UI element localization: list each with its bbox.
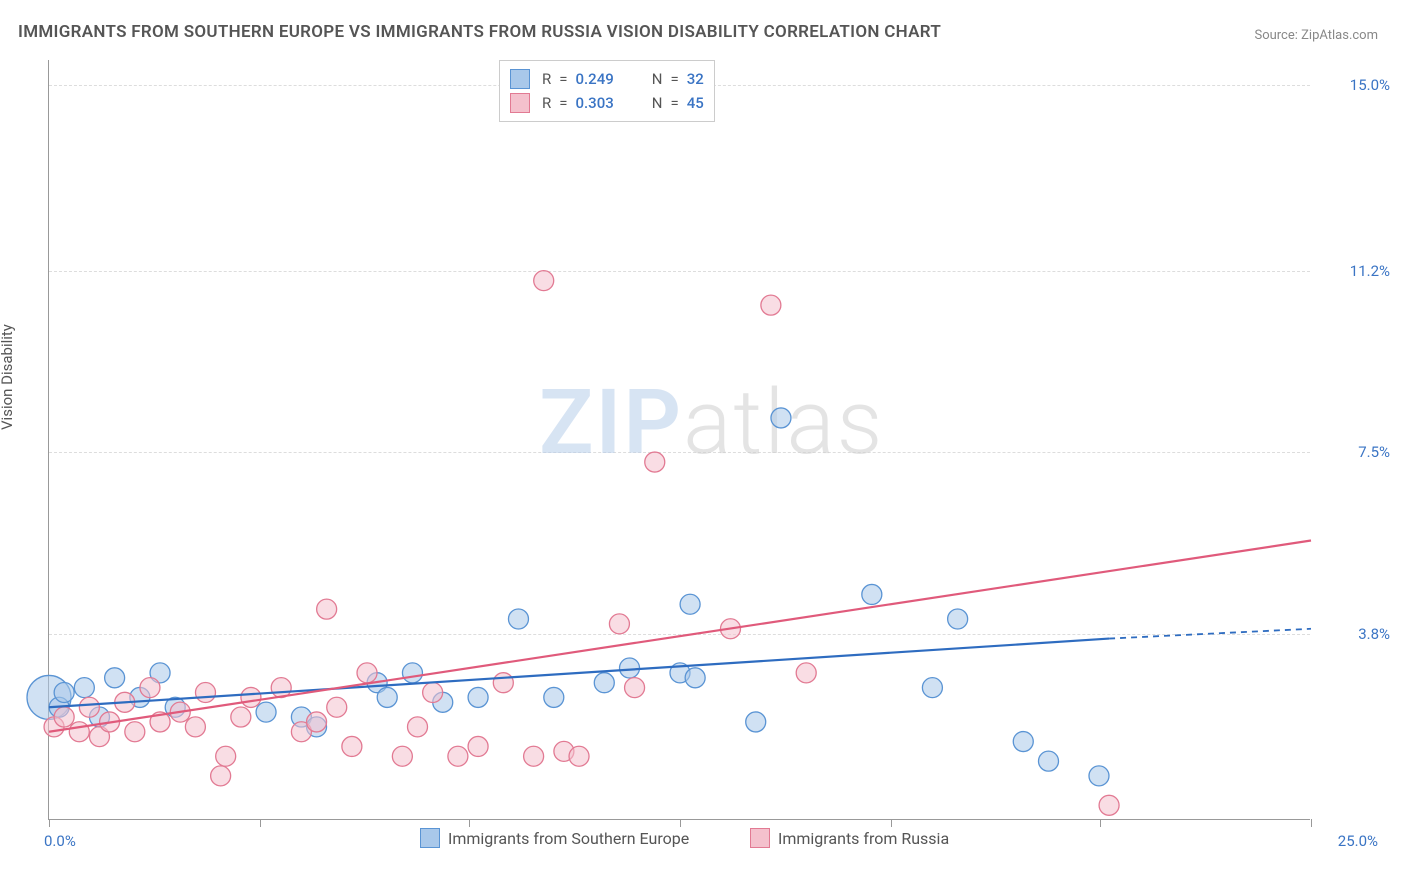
x-axis-min-label: 0.0% [44,832,76,850]
x-tick [469,819,470,827]
scatter-point-series-b [569,746,589,766]
legend-stats-row: R = 0.249 N = 32 [510,67,704,91]
trend-line-extrapolated [1109,629,1311,639]
scatter-point-series-b [609,614,629,634]
scatter-point-series-a [544,687,564,707]
scatter-point-series-b [54,707,74,727]
scatter-point-series-a [620,658,640,678]
legend-swatch [510,93,530,113]
stat-equals: = [670,70,678,88]
scatter-point-series-b [493,673,513,693]
stat-n-label: N [652,94,663,112]
scatter-point-series-a [685,668,705,688]
stat-r-label: R [542,70,551,88]
scatter-point-series-a [54,683,74,703]
legend-series-label: Immigrants from Russia [778,829,949,848]
y-tick-label: 11.2% [1318,262,1390,280]
legend-swatch [510,69,530,89]
legend-series-label: Immigrants from Southern Europe [448,829,689,848]
scatter-point-series-b [79,697,99,717]
scatter-point-series-b [392,746,412,766]
scatter-point-series-b [211,766,231,786]
scatter-point-series-a [746,712,766,732]
stat-equals: = [559,70,567,88]
scatter-point-series-a [377,687,397,707]
scatter-point-series-b [231,707,251,727]
scatter-point-series-b [423,683,443,703]
stat-equals: = [670,94,678,112]
x-tick [1311,819,1312,827]
scatter-point-series-a [508,609,528,629]
trend-line [49,541,1311,732]
scatter-point-series-b [408,717,428,737]
trend-line [49,639,1109,708]
scatter-point-series-b [125,722,145,742]
y-axis-label: Vision Disability [0,324,16,430]
scatter-point-series-b [468,736,488,756]
x-tick [1100,819,1101,827]
legend-swatch [750,828,770,848]
stat-n-value: 32 [687,70,704,88]
scatter-point-series-b [327,697,347,717]
scatter-point-series-a [402,663,422,683]
scatter-point-series-a [862,584,882,604]
scatter-point-series-b [625,678,645,698]
scatter-point-series-b [317,599,337,619]
stat-r-value: 0.303 [575,94,613,112]
x-tick [891,819,892,827]
chart-title: IMMIGRANTS FROM SOUTHERN EUROPE VS IMMIG… [18,22,941,42]
scatter-point-series-a [256,702,276,722]
scatter-point-series-a [594,673,614,693]
scatter-point-series-b [307,712,327,732]
scatter-point-series-b [195,683,215,703]
source-label: Source: ZipAtlas.com [1254,28,1378,43]
scatter-point-series-a [1089,766,1109,786]
plot-area: 3.8%7.5%11.2%15.0% ZIPatlas R=0.249N=32R… [48,60,1310,820]
x-axis-max-label: 25.0% [1338,832,1378,850]
scatter-point-series-b [448,746,468,766]
legend-stats-row: R = 0.303 N = 45 [510,91,704,115]
scatter-point-series-b [342,736,362,756]
y-tick-label: 3.8% [1318,625,1390,643]
scatter-point-series-a [468,687,488,707]
scatter-point-series-b [69,722,89,742]
scatter-point-series-b [761,295,781,315]
scatter-point-series-b [1099,795,1119,815]
y-tick-label: 7.5% [1318,443,1390,461]
scatter-point-series-a [105,668,125,688]
stat-r-value: 0.249 [575,70,613,88]
x-tick [49,819,50,827]
legend-series-item: Immigrants from Russia [750,828,949,848]
scatter-point-series-a [922,678,942,698]
stat-n-label: N [652,70,663,88]
scatter-point-series-b [241,687,261,707]
scatter-point-series-b [216,746,236,766]
scatter-point-series-a [680,594,700,614]
stat-equals: = [559,94,567,112]
scatter-point-series-a [948,609,968,629]
stat-r-label: R [542,94,551,112]
scatter-point-series-a [1039,751,1059,771]
scatter-point-series-b [796,663,816,683]
legend-series-item: Immigrants from Southern Europe [420,828,689,848]
scatter-point-series-a [771,408,791,428]
scatter-point-series-a [74,678,94,698]
scatter-point-series-b [185,717,205,737]
scatter-point-series-b [534,271,554,291]
scatter-point-series-b [524,746,544,766]
legend-swatch [420,828,440,848]
chart-canvas [49,60,1310,819]
legend-stats-box: R = 0.249 N = 32 R = 0.303 N = 45 [499,60,715,122]
scatter-point-series-b [140,678,160,698]
y-tick-label: 15.0% [1318,76,1390,94]
scatter-point-series-a [1013,732,1033,752]
stat-n-value: 45 [687,94,704,112]
scatter-point-series-b [645,452,665,472]
scatter-point-series-b [357,663,377,683]
x-tick [680,819,681,827]
x-tick [260,819,261,827]
